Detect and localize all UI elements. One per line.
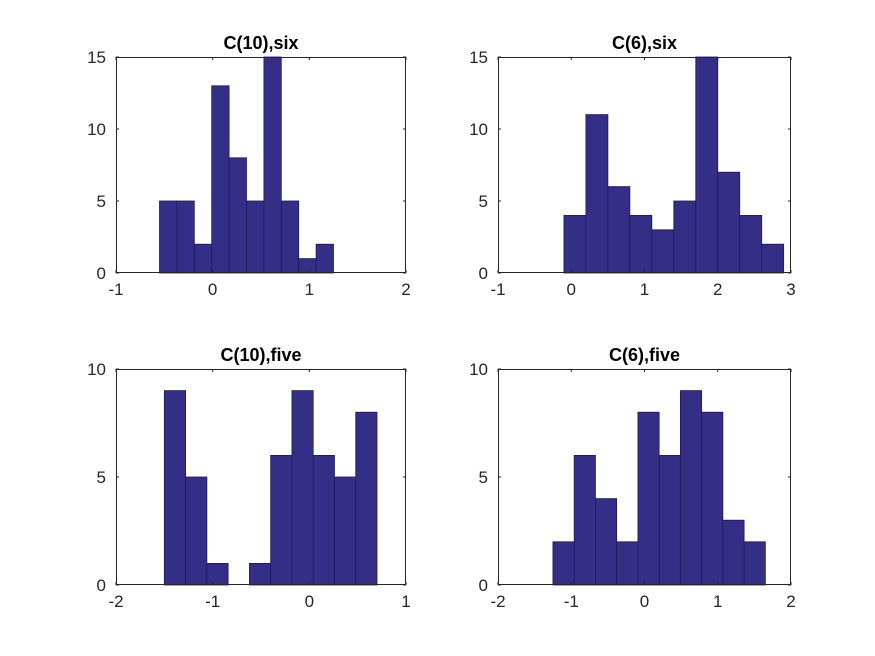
histogram-bar: [176, 200, 195, 274]
histogram-bar: [743, 541, 766, 586]
y-tick-label: 15: [469, 48, 488, 67]
x-tick-label: -2: [490, 592, 505, 611]
y-tick-label: 15: [87, 48, 106, 67]
histogram-bar: [248, 563, 272, 586]
y-tick-label: 0: [97, 264, 106, 283]
histogram-bar: [280, 200, 300, 274]
x-tick-label: 1: [640, 280, 649, 299]
x-tick-label: 0: [640, 592, 649, 611]
y-tick-label: 0: [479, 264, 488, 283]
histogram-bar: [159, 200, 178, 274]
histogram-bar: [563, 214, 587, 274]
y-tick-label: 10: [469, 120, 488, 139]
histogram-bar: [185, 476, 208, 586]
histogram-bar: [629, 214, 653, 274]
chart-panel-4: -2 -1 0 1 2 0 5 10 C(6),five: [469, 345, 796, 611]
histogram-bar: [206, 563, 229, 586]
histogram-bar: [616, 541, 639, 586]
histogram-bar: [573, 454, 596, 586]
y-tick-label: 0: [97, 576, 106, 595]
histogram-bar: [717, 171, 741, 274]
x-tick-label: 0: [567, 280, 576, 299]
chart-title: C(10),five: [220, 345, 301, 365]
y-tick-label: 10: [87, 360, 106, 379]
histogram-bar: [701, 411, 724, 586]
y-tick-label: 5: [479, 192, 488, 211]
x-tick-label: -1: [490, 280, 505, 299]
x-tick-label: 2: [786, 592, 795, 611]
histogram-bar: [270, 454, 293, 586]
y-tick-label: 10: [87, 120, 106, 139]
histogram-bar: [291, 390, 314, 586]
histogram-bar: [211, 85, 230, 274]
chart-title: C(6),six: [612, 33, 677, 53]
x-tick-label: 1: [401, 592, 410, 611]
y-tick-label: 5: [97, 192, 106, 211]
axes-box: [116, 57, 406, 273]
histogram-bar: [315, 243, 334, 274]
histogram-bar: [298, 258, 317, 274]
histogram-bar: [739, 214, 763, 274]
histogram-bar: [695, 56, 719, 274]
y-tick-label: 10: [469, 360, 488, 379]
histogram-bar: [595, 498, 618, 586]
x-tick-label: 3: [786, 280, 795, 299]
histogram-bar: [722, 519, 745, 586]
x-tick-label: 1: [713, 592, 722, 611]
histogram-bar: [552, 541, 575, 586]
histogram-bar: [193, 243, 213, 274]
histogram-bar: [637, 411, 660, 586]
y-tick-label: 5: [97, 468, 106, 487]
x-tick-label: 2: [401, 280, 410, 299]
histogram-bar: [355, 411, 378, 586]
x-tick-label: 0: [208, 280, 217, 299]
histogram-bar: [658, 454, 681, 586]
histogram-bar: [228, 157, 247, 274]
x-tick-label: -1: [564, 592, 579, 611]
histogram-bar: [585, 114, 609, 274]
histogram-bar: [651, 229, 675, 274]
histogram-bar: [679, 390, 703, 586]
x-tick-label: -1: [205, 592, 220, 611]
y-tick-label: 5: [479, 468, 488, 487]
x-tick-label: 1: [305, 280, 314, 299]
histogram-bar: [761, 243, 785, 274]
histogram-bar: [163, 390, 187, 586]
histogram-bar: [246, 200, 265, 274]
histogram-bar: [263, 56, 282, 274]
x-tick-label: -2: [108, 592, 123, 611]
x-tick-label: -1: [108, 280, 123, 299]
histogram-bar: [312, 454, 335, 586]
histogram-bar: [607, 186, 631, 274]
x-tick-label: 2: [713, 280, 722, 299]
chart-title: C(6),five: [609, 345, 680, 365]
x-tick-label: 0: [305, 592, 314, 611]
histogram-bar: [673, 200, 697, 274]
histogram-bar: [334, 476, 357, 586]
y-tick-label: 0: [479, 576, 488, 595]
chart-title: C(10),six: [223, 33, 298, 53]
